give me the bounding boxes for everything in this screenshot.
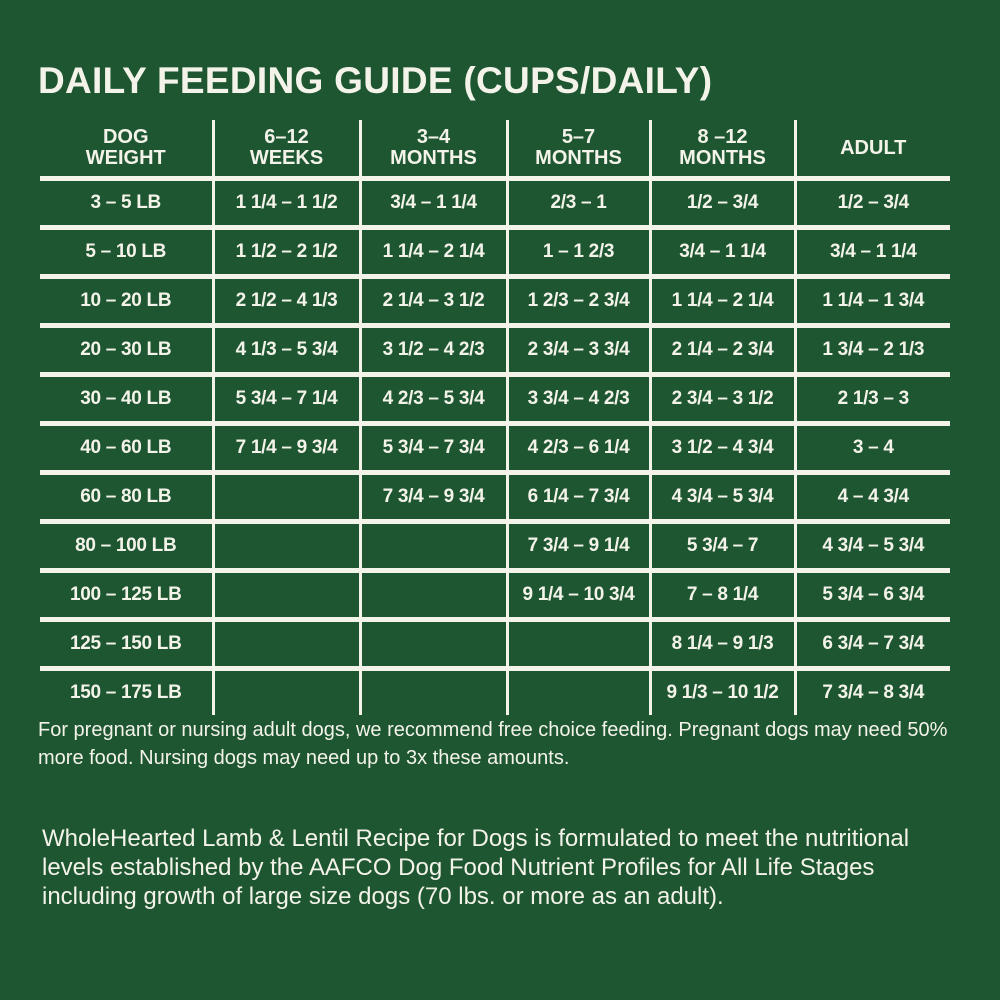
column-header-line: 5–7 (561, 126, 596, 148)
cups-cell: 5 3/4 – 7 (648, 521, 795, 573)
cups-cell: 2 3/4 – 3 3/4 (505, 325, 650, 377)
weight-cell: 150 – 175 LB (69, 682, 182, 703)
cups-cell: 1 1/4 – 1 3/4 (793, 276, 950, 328)
cups-cell: 7 3/4 – 9 3/4 (358, 472, 507, 524)
feeding-note: For pregnant or nursing adult dogs, we r… (38, 719, 948, 769)
cups-cell: 4 3/4 – 5 3/4 (648, 472, 795, 524)
cups-cell: 2 1/3 – 3 (793, 374, 950, 426)
cups-cell: 3/4 – 1 1/4 (358, 178, 507, 230)
column-header-line: MONTHS (390, 147, 477, 169)
cups-cell: 5 3/4 – 6 3/4 (793, 570, 950, 622)
nutrition-statement: WholeHearted Lamb & Lentil Recipe for Do… (42, 825, 910, 910)
weight-cell: 30 – 40 LB (40, 374, 213, 426)
cups-cell (505, 668, 650, 715)
cups-cell: 6 1/4 – 7 3/4 (505, 472, 650, 524)
column-header-line: 8 –12 (697, 126, 748, 148)
cups-cell: 1 1/4 – 2 1/4 (648, 276, 795, 328)
cups-cell: 2 1/4 – 3 1/2 (358, 276, 507, 328)
table-row: 60 – 80 LB 7 3/4 – 9 3/4 6 1/4 – 7 3/4 4 3/… (40, 472, 950, 524)
cups-cell: 1 1/4 – 1 1/2 (211, 178, 360, 230)
column-header-line: WEEKS (249, 147, 324, 169)
cups-cell: 1 1/2 – 2 1/2 (211, 227, 360, 279)
table-row: 5 – 10 LB 1 1/2 – 2 1/2 1 1/4 – 2 1/4 1 – 1… (40, 227, 950, 279)
column-header-line: MONTHS (535, 147, 622, 169)
cups-cell: 5 3/4 – 7 1/4 (211, 374, 360, 426)
weight-cell: 80 – 100 LB (40, 521, 213, 573)
table-row: 125 – 150 LB 8 1/4 – 9 1/3 6 3/4 – 7 3/4 (40, 619, 950, 671)
feeding-guide-table: DOG WEIGHT 6–12 WEEKS 3–4 MONTHS 5–7 MONTHS 8 –1… (40, 120, 950, 715)
table-row: 40 – 60 LB 7 1/4 – 9 3/4 5 3/4 – 7 3/4 4 2/… (40, 423, 950, 475)
cups-cell: 4 3/4 – 5 3/4 (793, 521, 950, 573)
cups-cell: 1 3/4 – 2 1/3 (793, 325, 950, 377)
cups-cell: 4 – 4 3/4 (793, 472, 950, 524)
weight-cell: 125 – 150 LB (40, 619, 213, 671)
cups-cell (358, 668, 507, 715)
cups-cell (211, 521, 360, 573)
weight-cell: 5 – 10 LB (40, 227, 213, 279)
cups-cell: 3 1/2 – 4 2/3 (358, 325, 507, 377)
cups-cell: 4 1/3 – 5 3/4 (211, 325, 360, 377)
cups-cell: 7 – 8 1/4 (648, 570, 795, 622)
cups-cell (358, 619, 507, 671)
column-header-line: ADULT (840, 136, 907, 159)
weight-cell: 60 – 80 LB (40, 472, 213, 524)
cups-cell: 1 1/4 – 2 1/4 (358, 227, 507, 279)
column-header-line: 6–12 (264, 126, 309, 148)
column-header: 5–7 MONTHS (505, 120, 650, 181)
cups-cell: 4 2/3 – 5 3/4 (358, 374, 507, 426)
cups-cell: 2/3 – 1 (505, 178, 650, 230)
cups-cell: 3 3/4 – 4 2/3 (505, 374, 650, 426)
cups-cell: 2 1/4 – 2 3/4 (648, 325, 795, 377)
cups-cell: 1/2 – 3/4 (793, 178, 950, 230)
column-header: DOG WEIGHT (40, 120, 213, 181)
column-header-line: DOG (102, 126, 149, 148)
cups-cell: 3 – 4 (793, 423, 950, 475)
column-header-line: MONTHS (679, 147, 766, 169)
cups-cell: 9 1/4 – 10 3/4 (505, 570, 650, 622)
cups-cell: 6 3/4 – 7 3/4 (793, 619, 950, 671)
column-header: 3–4 MONTHS (358, 120, 507, 181)
weight-cell: 3 – 5 LB (40, 178, 213, 230)
weight-cell: 10 – 20 LB (40, 276, 213, 328)
column-header-line: 3–4 (416, 126, 451, 148)
cups-cell (211, 570, 360, 622)
cups-cell (505, 619, 650, 671)
table-row: 20 – 30 LB 4 1/3 – 5 3/4 3 1/2 – 4 2/3 2 3/… (40, 325, 950, 377)
cups-cell (211, 668, 360, 715)
column-header: 6–12 WEEKS (211, 120, 360, 181)
column-header-line: WEIGHT (85, 147, 166, 169)
cups-cell: 7 3/4 – 8 3/4 (793, 668, 950, 715)
column-header: 8 –12 MONTHS (648, 120, 795, 181)
weight-cell: 100 – 125 LB (40, 570, 213, 622)
cups-cell: 1 2/3 – 2 3/4 (505, 276, 650, 328)
column-header: ADULT (793, 120, 950, 181)
cups-cell (211, 472, 360, 524)
cups-cell: 3 1/2 – 4 3/4 (648, 423, 795, 475)
table-row: 100 – 125 LB 9 1/4 – 10 3/4 7 – 8 1/4 5 3/4… (40, 570, 950, 622)
cups-cell: 5 3/4 – 7 3/4 (358, 423, 507, 475)
weight-cell: 40 – 60 LB (40, 423, 213, 475)
table-row: 10 – 20 LB 2 1/2 – 4 1/3 2 1/4 – 3 1/2 1 2/… (40, 276, 950, 328)
cups-cell: 8 1/4 – 9 1/3 (648, 619, 795, 671)
cups-cell: 2 3/4 – 3 1/2 (648, 374, 795, 426)
cups-cell: 2 1/2 – 4 1/3 (211, 276, 360, 328)
cups-cell (358, 570, 507, 622)
table-row: 150 – 175 LB 9 1/3 – 10 1/2 7 3/4 – 8 3/4 (40, 668, 950, 715)
cups-cell: 3/4 – 1 1/4 (793, 227, 950, 279)
weight-cell: 20 – 30 LB (40, 325, 213, 377)
table-header-row: DOG WEIGHT 6–12 WEEKS 3–4 MONTHS 5–7 MONTHS 8 –1… (40, 120, 950, 181)
cups-cell: 7 3/4 – 9 1/4 (505, 521, 650, 573)
cups-cell (211, 619, 360, 671)
cups-cell: 7 1/4 – 9 3/4 (211, 423, 360, 475)
table-row: 30 – 40 LB 5 3/4 – 7 1/4 4 2/3 – 5 3/4 3 3/… (40, 374, 950, 426)
cups-cell: 3/4 – 1 1/4 (648, 227, 795, 279)
cups-cell (358, 521, 507, 573)
cups-cell: 1 – 1 2/3 (505, 227, 650, 279)
cups-cell: 4 2/3 – 6 1/4 (505, 423, 650, 475)
page-title: DAILY FEEDING GUIDE (CUPS/DAILY) (38, 60, 713, 101)
cups-cell: 1/2 – 3/4 (648, 178, 795, 230)
cups-cell: 9 1/3 – 10 1/2 (648, 668, 795, 715)
